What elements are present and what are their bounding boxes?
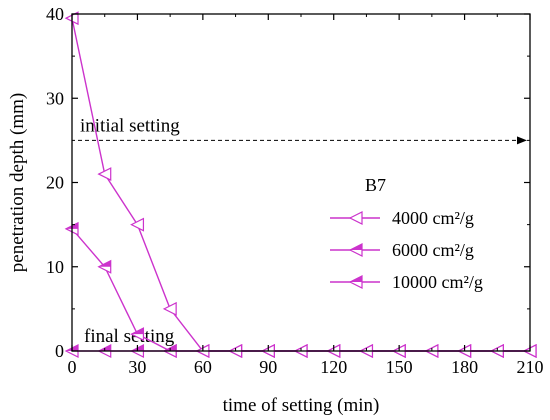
axes: 0 30 60 90 120 150 180 210 0 10 20 30 40 time of se…	[7, 4, 544, 416]
legend-title: B7	[365, 175, 386, 195]
y-tick-label: 30	[46, 88, 64, 108]
initial-setting-label: initial setting	[80, 115, 180, 136]
plot-frame	[71, 13, 531, 352]
x-tick-label: 60	[194, 357, 212, 377]
data-point	[130, 327, 145, 342]
data-point	[97, 259, 112, 274]
legend-marker	[348, 275, 363, 289]
series-1	[64, 11, 537, 358]
x-tick-label: 30	[128, 357, 146, 377]
final-setting-label: final setting	[84, 326, 175, 347]
legend-label: 4000 cm²/g	[392, 208, 474, 228]
legend-item: 10000 cm²/g	[330, 272, 483, 292]
y-tick-label: 0	[55, 341, 64, 361]
x-tick-label: 210	[517, 357, 544, 377]
legend-label: 6000 cm²/g	[392, 240, 474, 260]
legend-label: 10000 cm²/g	[392, 272, 483, 292]
y-axis: 0 10 20 30 40	[46, 4, 530, 361]
legend: B7 4000 cm²/g 6000 cm²/g 10000 cm²/g	[330, 175, 483, 292]
x-tick-label: 180	[451, 357, 478, 377]
data-point	[130, 217, 145, 232]
data-point	[162, 301, 177, 316]
y-axis-title: penetration depth (mm)	[7, 93, 28, 272]
legend-marker	[348, 211, 363, 225]
series-line	[71, 18, 530, 352]
series-layer	[64, 11, 537, 358]
x-tick-label: 150	[386, 357, 413, 377]
y-tick-label: 40	[46, 4, 64, 24]
legend-marker	[348, 243, 363, 257]
legend-item: 6000 cm²/g	[330, 240, 474, 260]
x-axis: 0 30 60 90 120 150 180 210	[68, 14, 544, 377]
x-tick-label: 120	[320, 357, 347, 377]
x-axis-title: time of setting (min)	[223, 395, 380, 416]
legend-item: 4000 cm²/g	[330, 208, 474, 228]
data-point	[97, 167, 112, 182]
x-tick-label: 90	[259, 357, 277, 377]
y-tick-label: 20	[46, 173, 64, 193]
x-tick-label: 0	[68, 357, 77, 377]
annotations: initial setting final setting	[78, 115, 527, 347]
y-tick-label: 10	[46, 257, 64, 277]
